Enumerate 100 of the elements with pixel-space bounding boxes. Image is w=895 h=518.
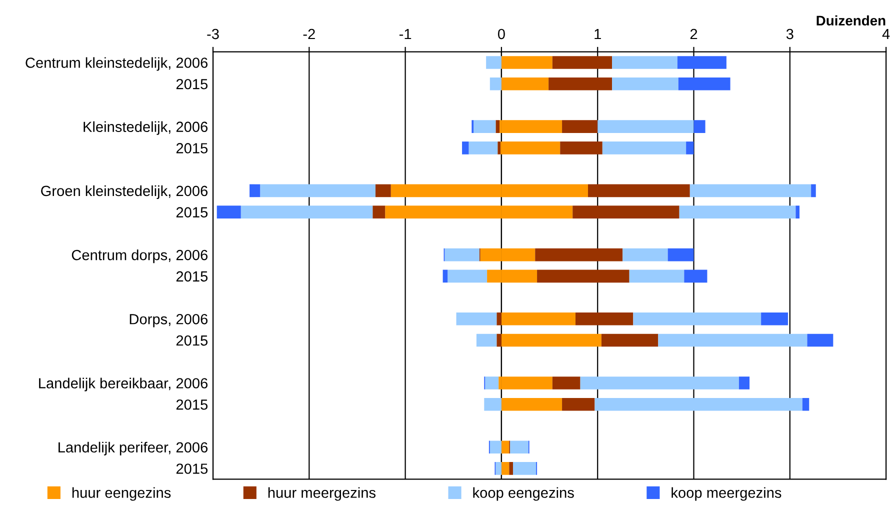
bar	[612, 56, 678, 69]
bar	[537, 270, 630, 283]
bar	[552, 376, 580, 390]
bar	[216, 206, 241, 218]
bar	[580, 376, 739, 390]
bar	[684, 270, 708, 283]
bar	[622, 248, 668, 262]
bar	[552, 56, 612, 69]
bar	[510, 440, 528, 454]
x-tick-label: 0	[498, 28, 505, 40]
bar	[738, 376, 750, 390]
bar	[372, 206, 386, 218]
x-tick-label: -3	[207, 28, 219, 40]
bar	[594, 398, 802, 411]
x-axis-title: Duizenden	[816, 15, 886, 26]
bar	[575, 312, 634, 326]
bar	[535, 248, 623, 262]
y-tick-label: Landelijk perifeer, 2006	[58, 442, 208, 456]
bar	[686, 142, 694, 154]
legend-label: koop meergezins	[672, 487, 782, 501]
y-tick-label: Centrum kleinstedelijk, 2006	[26, 57, 208, 71]
bar	[448, 270, 488, 283]
bar	[498, 142, 500, 154]
x-tick-label: -2	[303, 28, 315, 40]
bar	[598, 120, 694, 133]
bar	[496, 334, 502, 347]
bar	[501, 77, 549, 90]
bar	[548, 77, 612, 90]
bar	[501, 312, 576, 326]
bar	[658, 334, 808, 347]
bar	[562, 398, 595, 411]
bar	[761, 312, 788, 326]
legend-label: huur eengezins	[72, 487, 171, 501]
x-tick-label: 3	[786, 28, 794, 40]
bar	[490, 77, 502, 90]
legend-label: koop eengezins	[473, 487, 574, 501]
bar	[501, 376, 552, 390]
y-tick-label: 2015	[176, 399, 208, 410]
bar	[677, 56, 726, 69]
bar	[496, 120, 500, 133]
bar	[486, 56, 502, 69]
bar	[602, 142, 686, 154]
bar	[490, 440, 502, 454]
bar	[476, 334, 497, 347]
bar	[496, 462, 502, 475]
bar	[562, 120, 598, 133]
legend-label: huur meergezins	[268, 487, 376, 501]
bar	[496, 312, 502, 326]
y-tick-label: Dorps, 2006	[130, 314, 208, 328]
bar	[501, 120, 562, 133]
bar	[512, 462, 536, 475]
bar	[260, 184, 376, 198]
bar	[612, 77, 678, 90]
bar	[501, 398, 562, 411]
bar	[694, 120, 706, 133]
bar	[802, 398, 810, 411]
bar	[240, 206, 373, 218]
bar	[509, 462, 513, 475]
bar	[601, 334, 658, 347]
bar	[807, 334, 834, 347]
bar	[444, 248, 480, 262]
y-tick-label: Kleinstedelijk, 2006	[84, 121, 208, 135]
bar	[484, 398, 502, 411]
bar	[501, 334, 602, 347]
bar	[462, 142, 469, 154]
bar	[679, 206, 796, 218]
y-tick-label: 2015	[176, 271, 208, 282]
bar	[588, 184, 690, 198]
x-tick-label: 2	[690, 28, 698, 40]
bar	[376, 184, 391, 198]
y-tick-label: 2015	[176, 207, 208, 218]
bar	[250, 184, 260, 198]
x-tick-label: 4	[882, 29, 890, 40]
y-tick-label: Landelijk bereikbaar, 2006	[39, 378, 208, 392]
bar	[668, 248, 694, 262]
y-tick-label: 2015	[176, 143, 208, 154]
bar	[456, 312, 497, 326]
bar	[690, 184, 812, 198]
bar	[485, 376, 499, 390]
bar	[629, 270, 684, 283]
bar	[442, 270, 448, 283]
y-tick-label: 2015	[176, 335, 208, 346]
bar	[501, 440, 510, 454]
bar	[501, 142, 560, 154]
bar	[560, 142, 602, 154]
bar	[572, 206, 680, 218]
bar	[811, 184, 816, 198]
y-tick-label: 2015	[176, 464, 208, 474]
bar	[501, 462, 510, 475]
bar	[474, 120, 496, 133]
bar	[633, 312, 762, 326]
bar	[678, 77, 730, 90]
y-tick-label: Centrum dorps, 2006	[72, 250, 208, 264]
x-tick-label: 1	[594, 29, 601, 40]
y-tick-label: 2015	[176, 78, 208, 90]
bar	[501, 56, 552, 69]
y-tick-label: Groen kleinstedelijk, 2006	[41, 185, 208, 199]
bar	[468, 142, 498, 154]
bar	[796, 206, 800, 218]
x-tick-label: -1	[399, 29, 412, 40]
